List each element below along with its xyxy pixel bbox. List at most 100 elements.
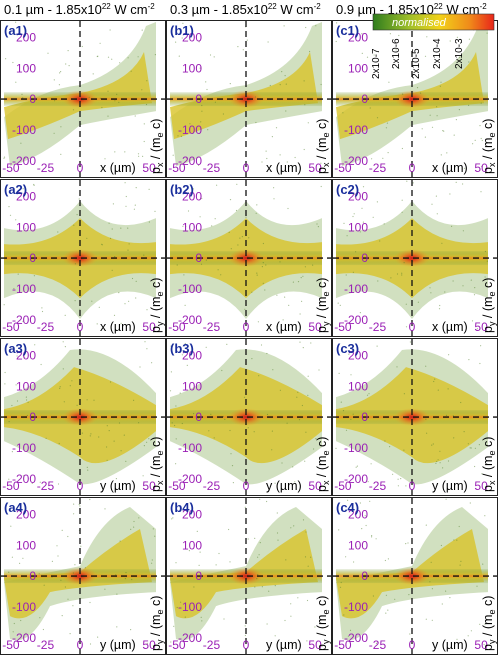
y-tick-label: -100 (178, 282, 202, 296)
density-speckle (439, 304, 441, 307)
density-speckle (259, 498, 261, 500)
x-tick-label: 50 (142, 479, 156, 493)
density-speckle (89, 498, 91, 501)
y-axis-label: px / (me c) (481, 119, 497, 174)
density-speckle (484, 623, 486, 625)
density-speckle (338, 529, 340, 531)
x-axis-label: x (µm) (266, 320, 302, 334)
density-speckle (405, 303, 407, 305)
density-speckle (107, 90, 109, 92)
density-core (394, 90, 430, 109)
density-speckle (113, 314, 116, 316)
panel-a2: 200 100 0 -100 -200-50 -25 0 50 x (µm) py / (me c… (0, 179, 166, 337)
density-speckle (207, 129, 209, 131)
density-speckle (405, 543, 407, 545)
density-speckle (440, 544, 442, 547)
density-speckle (350, 374, 352, 376)
density-speckle (405, 326, 408, 328)
density-speckle (353, 213, 355, 215)
density-speckle (192, 188, 195, 190)
density-speckle (351, 605, 353, 607)
density-speckle (257, 556, 259, 558)
density-speckle (98, 436, 100, 438)
density-speckle (146, 80, 148, 82)
density-speckle (43, 584, 45, 586)
panel-c3: 200 100 0 -100 -200-50 -25 0 50 y (µm) px / (me c… (332, 338, 498, 496)
density-speckle (449, 193, 451, 195)
x-tick-label: 50 (474, 479, 488, 493)
density-speckle (386, 122, 388, 124)
x-tick-label: 0 (409, 161, 416, 175)
density-speckle (384, 440, 386, 442)
density-speckle (476, 328, 478, 330)
density-speckle (64, 346, 66, 348)
density-speckle (193, 586, 195, 588)
density-speckle (104, 508, 106, 510)
density-speckle (253, 431, 255, 433)
density-speckle (74, 564, 76, 566)
density-speckle (57, 231, 59, 233)
y-tick-label: -100 (178, 123, 202, 137)
density-speckle (4, 383, 6, 385)
density-speckle (20, 619, 22, 622)
y-tick-label: 0 (361, 92, 368, 106)
x-tick-label: 0 (243, 320, 250, 334)
density-speckle (61, 615, 63, 617)
density-speckle (198, 41, 200, 43)
density-speckle (395, 49, 397, 51)
density-speckle (277, 539, 279, 541)
density-speckle (99, 42, 101, 44)
density-speckle (269, 84, 271, 87)
density-speckle (397, 485, 399, 487)
x-tick-label: -50 (168, 320, 186, 334)
density-speckle (116, 593, 118, 595)
density-speckle (317, 226, 319, 228)
x-tick-label: -25 (203, 161, 221, 175)
density-speckle (353, 561, 355, 563)
density-speckle (115, 574, 117, 576)
density-speckle (292, 644, 294, 646)
density-speckle (368, 393, 370, 395)
y-axis-label: py / (me c) (481, 596, 497, 651)
density-speckle (135, 280, 137, 282)
colorbar-tick-label: 2x10-5 (411, 48, 422, 79)
density-speckle (196, 530, 198, 532)
density-speckle (320, 83, 322, 86)
colorbar-gradient (372, 13, 495, 31)
density-speckle (175, 463, 177, 465)
density-speckle (431, 203, 433, 205)
density-speckle (437, 459, 439, 461)
y-tick-label: 0 (195, 251, 202, 265)
density-speckle (390, 277, 392, 279)
density-speckle (26, 65, 28, 67)
density-speckle (97, 636, 99, 638)
x-tick-label: 0 (243, 638, 250, 652)
density-speckle (481, 139, 483, 142)
density-speckle (116, 626, 118, 628)
density-speckle (416, 87, 419, 89)
density-speckle (307, 565, 309, 567)
density-speckle (178, 55, 180, 57)
density-speckle (371, 535, 373, 537)
density-speckle (143, 445, 145, 447)
density-speckle (456, 36, 458, 38)
density-speckle (210, 413, 212, 415)
density-speckle (181, 354, 183, 356)
density-speckle (33, 183, 35, 186)
density-speckle (235, 209, 238, 212)
density-speckle (455, 119, 457, 121)
panel-b4: 200 100 0 -100 -200-50 -25 0 50 y (µm) py / (me c… (166, 497, 332, 655)
y-tick-label: 100 (182, 379, 202, 393)
density-speckle (468, 38, 470, 40)
density-speckle (169, 390, 172, 392)
density-speckle (13, 622, 15, 625)
density-speckle (247, 427, 249, 429)
x-tick-label: 50 (142, 320, 156, 334)
density-speckle (479, 125, 481, 127)
density-speckle (469, 502, 471, 504)
density-speckle (34, 344, 36, 346)
density-speckle (15, 384, 17, 386)
density-speckle (96, 323, 98, 325)
x-axis-label: y (µm) (100, 638, 136, 652)
density-speckle (372, 595, 374, 597)
